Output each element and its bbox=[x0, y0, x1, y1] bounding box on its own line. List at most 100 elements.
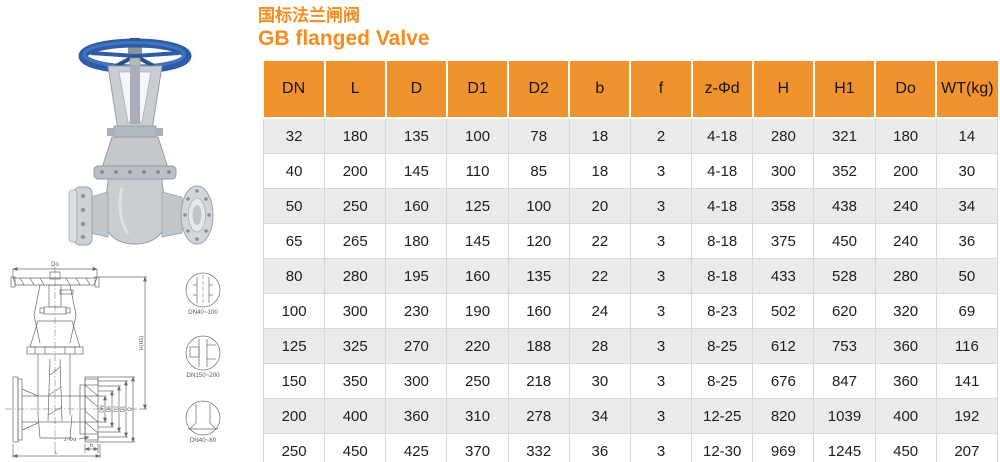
table-cell: 188 bbox=[507, 328, 570, 364]
table-cell: 8-18 bbox=[691, 258, 754, 294]
table-cell: 352 bbox=[813, 153, 876, 189]
table-cell: 450 bbox=[813, 223, 876, 259]
table-cell: 3 bbox=[629, 328, 693, 364]
table-cell: 14 bbox=[935, 117, 999, 154]
valve-technical-drawing: Do H(H1) DN D6 D2 D1 D z-Φd b L DN40~100… bbox=[0, 255, 245, 462]
column-header-l: L bbox=[323, 61, 387, 119]
table-cell: 100 bbox=[262, 293, 326, 329]
table-cell: 200 bbox=[324, 153, 387, 189]
table-cell: 310 bbox=[446, 398, 509, 434]
table-cell: 425 bbox=[385, 433, 448, 462]
table-cell: 370 bbox=[446, 433, 509, 462]
table-cell: 1245 bbox=[813, 433, 876, 462]
table-cell: 100 bbox=[507, 188, 570, 224]
column-header-z-d: z-Φd bbox=[690, 61, 754, 119]
table-cell: 3 bbox=[629, 153, 693, 189]
table-cell: 40 bbox=[262, 153, 326, 189]
table-cell: 8-23 bbox=[691, 293, 754, 329]
table-cell: 230 bbox=[385, 293, 448, 329]
column-header-h1: H1 bbox=[812, 61, 877, 119]
gate-valve-photo-graphic bbox=[68, 38, 214, 246]
table-cell: 502 bbox=[752, 293, 815, 329]
table-cell: 200 bbox=[262, 398, 326, 434]
table-cell: 180 bbox=[874, 117, 937, 154]
table-cell: 4-18 bbox=[691, 117, 754, 154]
table-cell: 116 bbox=[935, 328, 999, 364]
table-cell: 80 bbox=[262, 258, 326, 294]
table-cell: 110 bbox=[446, 153, 509, 189]
table-cell: 200 bbox=[874, 153, 937, 189]
valve-bonnet bbox=[93, 136, 177, 180]
table-cell: 250 bbox=[446, 363, 509, 399]
table-cell: 358 bbox=[752, 188, 815, 224]
table-cell: 969 bbox=[752, 433, 815, 462]
table-cell: 50 bbox=[935, 258, 999, 294]
table-cell: 3 bbox=[629, 363, 693, 399]
page-title-en: GB flanged Valve bbox=[258, 27, 430, 51]
table-cell: 300 bbox=[752, 153, 815, 189]
table-cell: 438 bbox=[813, 188, 876, 224]
table-cell: 240 bbox=[874, 188, 937, 224]
table-cell: 3 bbox=[629, 188, 693, 224]
table-cell: 195 bbox=[385, 258, 448, 294]
table-cell: 433 bbox=[752, 258, 815, 294]
table-cell: 753 bbox=[813, 328, 876, 364]
table-cell: 820 bbox=[752, 398, 815, 434]
column-header-d2: D2 bbox=[507, 61, 571, 119]
table-cell: 450 bbox=[874, 433, 937, 462]
table-cell: 18 bbox=[568, 117, 631, 154]
dim-label-b: b bbox=[90, 443, 93, 449]
table-cell: 192 bbox=[935, 398, 999, 434]
table-cell: 145 bbox=[385, 153, 448, 189]
page-title-zh: 国标法兰闸阀 bbox=[258, 6, 360, 25]
table-cell: 30 bbox=[935, 153, 999, 189]
column-header-f: f bbox=[629, 61, 693, 119]
column-header-d: D bbox=[384, 61, 448, 119]
table-cell: 160 bbox=[385, 188, 448, 224]
table-cell: 3 bbox=[629, 223, 693, 259]
table-cell: 135 bbox=[385, 117, 448, 154]
column-header-dn: DN bbox=[263, 61, 326, 119]
detail-label-3: DN40~80 bbox=[190, 437, 217, 444]
table-row-dn-125: 125 325 270 220 188 28 3 8-25 612 753 360 116 bbox=[262, 328, 999, 364]
table-cell: 120 bbox=[507, 223, 570, 259]
table-row-dn-50: 50 250 160 125 100 20 3 4-18 358 438 240 34 bbox=[262, 188, 999, 224]
spec-table-header: DN L D D1 D2 b f z-Φd H H1 Do WT(kg) bbox=[263, 61, 998, 119]
dim-label-d2: D2 bbox=[114, 406, 120, 413]
table-cell: 145 bbox=[446, 223, 509, 259]
table-cell: 50 bbox=[262, 188, 326, 224]
table-cell: 350 bbox=[324, 363, 387, 399]
table-cell: 180 bbox=[385, 223, 448, 259]
table-cell: 207 bbox=[935, 433, 999, 462]
table-cell: 85 bbox=[507, 153, 570, 189]
table-cell: 4-18 bbox=[691, 153, 754, 189]
column-header-do: Do bbox=[874, 61, 938, 119]
table-cell: 847 bbox=[813, 363, 876, 399]
table-cell: 160 bbox=[446, 258, 509, 294]
table-cell: 250 bbox=[324, 188, 387, 224]
table-row-dn-80: 80 280 195 160 135 22 3 8-18 433 528 280 50 bbox=[262, 258, 999, 294]
table-cell: 100 bbox=[446, 117, 509, 154]
table-cell: 160 bbox=[507, 293, 570, 329]
table-cell: 180 bbox=[324, 117, 387, 154]
table-cell: 2 bbox=[629, 117, 693, 154]
detail-label-2: DN150~200 bbox=[186, 372, 220, 379]
column-header-d1: D1 bbox=[445, 61, 510, 119]
table-cell: 676 bbox=[752, 363, 815, 399]
spec-table: DN L D D1 D2 b f z-Φd H H1 Do WT(kg) 32 180 135 100 78 1… bbox=[262, 61, 999, 462]
table-cell: 190 bbox=[446, 293, 509, 329]
table-cell: 320 bbox=[874, 293, 937, 329]
spec-table-body: 32 180 135 100 78 18 2 4-18 280 321 180 14 40 200 145 1… bbox=[262, 117, 999, 462]
table-cell: 218 bbox=[507, 363, 570, 399]
dim-label-d: D bbox=[128, 407, 134, 411]
table-cell: 28 bbox=[568, 328, 631, 364]
table-cell: 69 bbox=[935, 293, 999, 329]
detail-label-1: DN40~100 bbox=[188, 309, 218, 316]
table-cell: 125 bbox=[446, 188, 509, 224]
table-cell: 3 bbox=[629, 433, 693, 462]
dim-label-do: Do bbox=[51, 262, 59, 268]
table-cell: 3 bbox=[629, 258, 693, 294]
table-cell: 24 bbox=[568, 293, 631, 329]
dim-label-d1: D1 bbox=[121, 406, 127, 413]
